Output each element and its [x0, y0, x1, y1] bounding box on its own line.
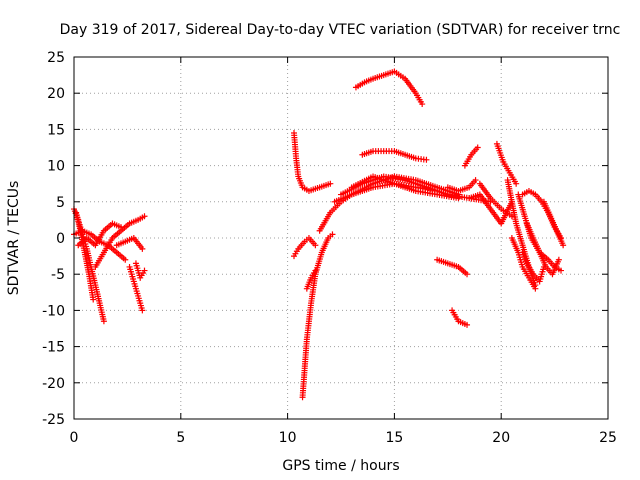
data-point [558, 267, 565, 274]
x-tick-label: 0 [70, 430, 79, 446]
data-point [329, 231, 336, 238]
axes: 0 5 10 15 20 25 25 20 15 10 5 0 -5 -10 -15 -20 -25 [42, 50, 617, 446]
data-marks [71, 68, 567, 401]
x-tick-label: 5 [176, 430, 185, 446]
data-point [464, 321, 471, 328]
data-point [90, 296, 97, 303]
y-tick-label: 0 [56, 231, 65, 247]
y-tick-label: -10 [42, 303, 65, 319]
data-point [100, 318, 107, 325]
data-point [474, 144, 481, 151]
data-point [513, 180, 520, 187]
data-point [472, 177, 479, 184]
y-tick-label: -20 [42, 376, 65, 392]
data-point [423, 156, 430, 163]
y-tick-label: 20 [47, 86, 65, 102]
data-point [141, 267, 148, 274]
x-tick-label: 20 [492, 430, 510, 446]
data-point [312, 267, 319, 274]
data-point [327, 180, 334, 187]
data-point [312, 242, 319, 249]
x-axis-label: GPS time / hours [282, 458, 399, 474]
data-point [560, 242, 567, 249]
y-tick-label: 25 [47, 50, 65, 66]
data-point [419, 101, 426, 108]
y-tick-label: -5 [51, 267, 65, 283]
data-point [139, 245, 146, 252]
y-tick-label: -15 [42, 340, 65, 356]
y-tick-label: -25 [42, 412, 65, 428]
data-point [464, 271, 471, 278]
data-point [455, 195, 462, 202]
y-tick-label: 5 [56, 195, 65, 211]
grid [74, 57, 608, 419]
y-tick-label: 15 [47, 122, 65, 138]
data-point [122, 256, 129, 263]
data-point [139, 307, 146, 314]
x-tick-label: 25 [599, 430, 617, 446]
x-tick-label: 10 [279, 430, 297, 446]
y-axis-label: SDTVAR / TECUs [6, 181, 22, 296]
data-point [532, 285, 539, 292]
data-point [540, 263, 547, 270]
x-tick-label: 15 [385, 430, 403, 446]
data-point [141, 213, 148, 220]
chart-title: Day 319 of 2017, Sidereal Day-to-day VTE… [60, 22, 621, 38]
data-point [555, 256, 562, 263]
y-tick-label: 10 [47, 159, 65, 175]
